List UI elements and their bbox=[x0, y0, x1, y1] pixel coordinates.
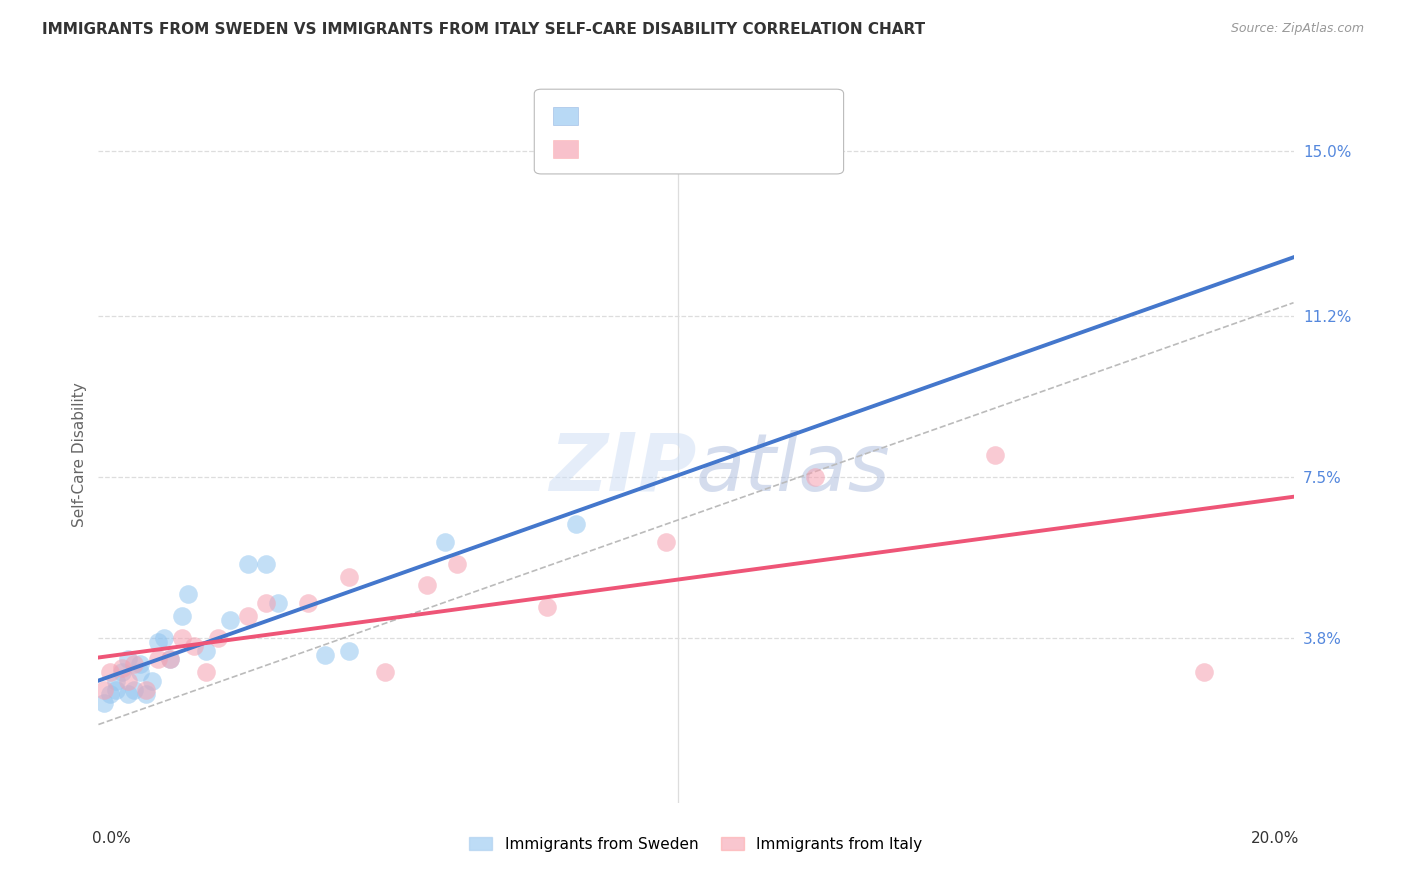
Text: 0.0%: 0.0% bbox=[93, 830, 131, 846]
Text: IMMIGRANTS FROM SWEDEN VS IMMIGRANTS FROM ITALY SELF-CARE DISABILITY CORRELATION: IMMIGRANTS FROM SWEDEN VS IMMIGRANTS FRO… bbox=[42, 22, 925, 37]
Text: 0.362: 0.362 bbox=[623, 140, 671, 154]
Point bbox=[111, 661, 134, 675]
Point bbox=[129, 665, 152, 680]
Text: 26: 26 bbox=[721, 106, 742, 120]
Point bbox=[105, 674, 128, 689]
Point bbox=[339, 643, 360, 657]
Point bbox=[804, 469, 827, 483]
Point bbox=[111, 665, 134, 680]
Point bbox=[195, 643, 218, 657]
Point bbox=[267, 596, 290, 610]
Point bbox=[565, 517, 588, 532]
Legend: Immigrants from Sweden, Immigrants from Italy: Immigrants from Sweden, Immigrants from … bbox=[464, 830, 928, 858]
Point bbox=[100, 665, 122, 680]
Point bbox=[254, 596, 277, 610]
Text: R =: R = bbox=[586, 106, 620, 120]
Point bbox=[297, 596, 319, 610]
Point bbox=[416, 578, 439, 592]
Point bbox=[236, 608, 259, 623]
Point bbox=[177, 587, 200, 601]
Point bbox=[153, 631, 176, 645]
Point bbox=[135, 682, 157, 697]
Point bbox=[172, 631, 194, 645]
Point bbox=[129, 657, 152, 671]
Point bbox=[195, 665, 218, 680]
Text: 0.397: 0.397 bbox=[623, 106, 671, 120]
Point bbox=[339, 570, 360, 584]
Text: 24: 24 bbox=[721, 140, 742, 154]
Point bbox=[124, 682, 146, 697]
Point bbox=[117, 674, 139, 689]
Point bbox=[159, 652, 181, 666]
Point bbox=[984, 448, 1007, 462]
Point bbox=[141, 674, 163, 689]
Point bbox=[655, 535, 678, 549]
Point bbox=[93, 696, 115, 710]
Text: 20.0%: 20.0% bbox=[1251, 830, 1299, 846]
Text: N =: N = bbox=[689, 106, 723, 120]
Text: ZIP: ZIP bbox=[548, 430, 696, 508]
Point bbox=[536, 600, 558, 615]
Point bbox=[148, 635, 170, 649]
Point bbox=[159, 652, 181, 666]
Text: atlas: atlas bbox=[696, 430, 891, 508]
Point bbox=[1192, 665, 1215, 680]
Text: N =: N = bbox=[689, 140, 723, 154]
Text: R =: R = bbox=[586, 140, 620, 154]
Point bbox=[117, 652, 139, 666]
Point bbox=[374, 665, 396, 680]
Point bbox=[207, 631, 229, 645]
Point bbox=[148, 652, 170, 666]
Point bbox=[100, 687, 122, 701]
Point bbox=[135, 687, 157, 701]
Text: Source: ZipAtlas.com: Source: ZipAtlas.com bbox=[1230, 22, 1364, 36]
Point bbox=[219, 613, 242, 627]
Y-axis label: Self-Care Disability: Self-Care Disability bbox=[72, 383, 87, 527]
Point bbox=[117, 687, 139, 701]
Point bbox=[254, 557, 277, 571]
Point bbox=[236, 557, 259, 571]
Point bbox=[446, 557, 468, 571]
Point bbox=[315, 648, 337, 662]
Point bbox=[434, 535, 457, 549]
Point bbox=[183, 639, 205, 653]
Point bbox=[105, 682, 128, 697]
Point bbox=[124, 657, 146, 671]
Point bbox=[93, 682, 115, 697]
Point bbox=[172, 608, 194, 623]
